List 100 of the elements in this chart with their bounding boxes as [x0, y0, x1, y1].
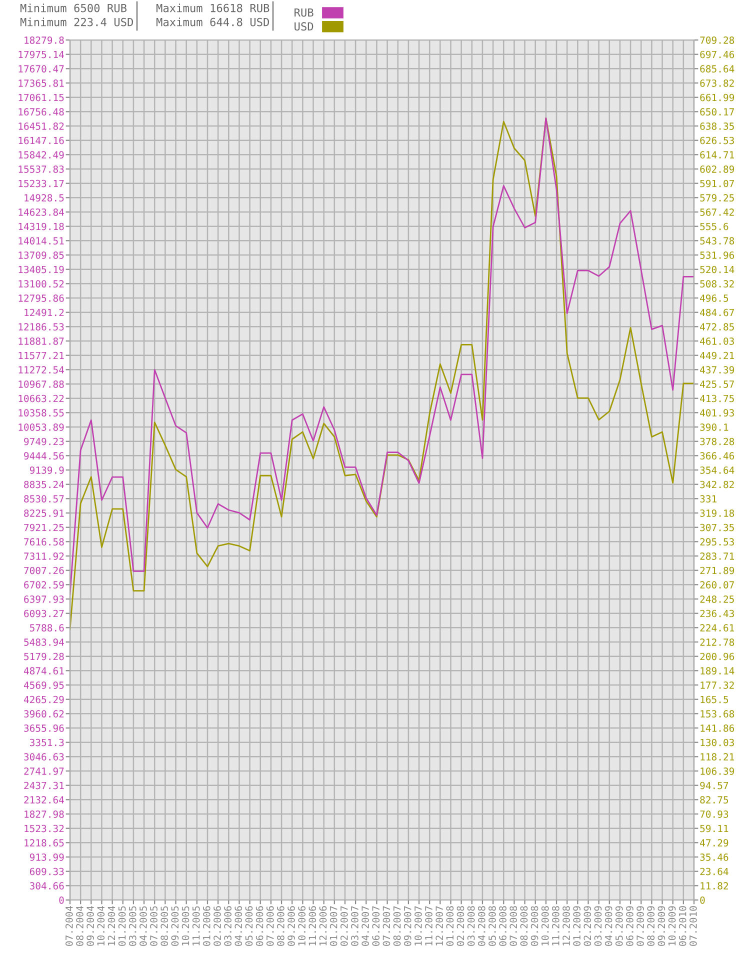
y-tick-label: 2437.31: [24, 782, 64, 790]
y2-tick-label: 543.78: [700, 237, 734, 245]
y2-tick-label: 130.03: [700, 738, 734, 746]
y-tick-label: 9749.23: [24, 438, 64, 446]
y2-tick-label: 94.57: [700, 782, 728, 790]
x-tick-label: 04.2007: [362, 906, 369, 946]
x-tick-label: 08.2005: [160, 906, 168, 946]
y-tick-label: 609.33: [30, 868, 64, 876]
y-tick-label: 3960.62: [24, 710, 64, 718]
x-tick-label: 06.2008: [499, 906, 506, 946]
y-tick-label: 10967.88: [18, 380, 64, 388]
x-tick-label: 07.2008: [510, 906, 518, 946]
y2-tick-label: 153.68: [700, 710, 734, 718]
text: Maximum 16618 RUB: [156, 4, 270, 12]
y-tick-label: 3351.3: [30, 738, 64, 746]
y-tick-label: 16756.48: [18, 108, 64, 116]
legend-label: USD: [294, 22, 314, 31]
y-tick-label: 14928.5: [24, 194, 64, 202]
y-tick-label: 9139.9: [30, 466, 64, 474]
y-tick-label: 8530.57: [24, 495, 64, 503]
x-tick-label: 04.2009: [604, 906, 612, 946]
y-tick-label: 17061.15: [18, 94, 64, 102]
y2-tick-label: 437.39: [700, 366, 734, 374]
y2-tick-label: 461.03: [700, 338, 734, 345]
x-tick-label: 07.2009: [636, 906, 644, 946]
y2-tick-label: 496.5: [700, 294, 728, 302]
y-tick-label: 15842.49: [18, 151, 64, 159]
x-tick-label: 12.2008: [562, 906, 570, 946]
y2-tick-label: 59.11: [700, 824, 728, 832]
text: Minimum 223.4 USD: [20, 18, 134, 26]
y-tick-label: 16147.16: [18, 136, 64, 144]
x-tick-label: 06.2010: [678, 906, 686, 946]
y-tick-label: 10358.55: [18, 409, 64, 417]
y-tick-label: 14319.18: [18, 222, 64, 230]
x-tick-label: 07.2010: [689, 906, 697, 946]
y2-tick-label: 236.43: [700, 610, 734, 618]
y2-tick-label: 579.25: [700, 194, 734, 202]
x-tick-label: 09.2007: [404, 906, 412, 946]
y2-tick-label: 567.42: [700, 208, 734, 216]
y-tick-label: 12491.2: [24, 308, 64, 316]
x-tick-label: 09.2006: [288, 906, 295, 946]
x-tick-label: 02.2008: [456, 906, 464, 946]
y-tick-label: 0: [59, 896, 64, 904]
x-tick-label: 07.2006: [266, 906, 274, 946]
y-tick-label: 14623.84: [18, 208, 64, 216]
x-tick-label: 07.2007: [382, 906, 390, 946]
y-tick-label: 1218.65: [24, 839, 64, 847]
x-tick-label: 03.2007: [351, 906, 358, 946]
y2-tick-label: 224.61: [700, 624, 734, 632]
x-tick-label: 07.2004: [65, 906, 73, 946]
y-tick-label: 15537.83: [18, 166, 64, 173]
x-tick-label: 09.2004: [86, 906, 94, 946]
x-tick-label: 03.2005: [128, 906, 136, 946]
y2-tick-label: 141.86: [700, 724, 734, 732]
y2-tick-label: 531.96: [700, 252, 734, 259]
x-tick-label: 11.2005: [192, 906, 200, 946]
y-tick-label: 304.66: [30, 882, 64, 890]
y2-tick-label: 401.93: [700, 409, 734, 417]
x-tick-label: 01.2007: [330, 906, 338, 946]
x-tick-label: 10.2009: [668, 906, 676, 946]
x-tick-label: 06.2006: [256, 906, 264, 946]
x-tick-label: 03.2008: [467, 906, 475, 946]
y2-tick-label: 165.5: [700, 696, 728, 704]
x-tick-label: 12.2007: [436, 906, 444, 946]
x-tick-label: 08.2006: [277, 906, 284, 946]
y2-tick-label: 626.53: [700, 136, 734, 144]
y2-tick-label: 591.07: [700, 180, 734, 188]
y2-tick-label: 602.89: [700, 166, 734, 173]
y-tick-label: 17365.81: [18, 80, 64, 87]
x-tick-label: 08.2004: [76, 906, 84, 946]
y-tick-label: 2741.97: [24, 768, 64, 775]
y-tick-label: 13100.52: [18, 280, 64, 288]
x-tick-label: 11.2006: [308, 906, 316, 946]
x-tick-label: 07.2005: [150, 906, 158, 946]
y2-tick-label: 0: [700, 896, 705, 904]
y2-tick-label: 177.32: [700, 682, 734, 689]
y-tick-label: 10663.22: [18, 394, 64, 402]
x-tick-label: 02.2006: [214, 906, 221, 946]
y2-tick-label: 378.28: [700, 438, 734, 446]
x-tick-label: 01.2008: [446, 906, 454, 946]
y2-tick-label: 673.82: [700, 80, 734, 87]
y2-tick-label: 520.14: [700, 266, 734, 274]
y2-tick-label: 449.21: [700, 352, 734, 360]
y2-tick-label: 331: [700, 495, 716, 503]
x-tick-label: 04.2006: [234, 906, 242, 946]
x-tick-label: 12.2006: [319, 906, 327, 946]
y2-tick-label: 661.99: [700, 94, 734, 102]
y2-tick-label: 47.29: [700, 839, 728, 847]
y2-tick-label: 260.07: [700, 581, 734, 589]
x-tick-label: 06.2009: [626, 906, 634, 946]
x-tick-label: 05.2008: [488, 906, 496, 946]
y-tick-label: 8835.24: [24, 480, 64, 488]
y2-tick-label: 70.93: [700, 810, 728, 818]
x-tick-label: 08.2009: [647, 906, 655, 946]
x-tick-label: 11.2007: [425, 906, 432, 946]
y2-tick-label: 106.39: [700, 768, 734, 775]
y-tick-label: 7616.58: [24, 538, 64, 546]
y-tick-label: 4569.95: [24, 682, 64, 689]
y2-tick-label: 697.46: [700, 50, 734, 58]
x-tick-label: 11.2008: [552, 906, 560, 946]
